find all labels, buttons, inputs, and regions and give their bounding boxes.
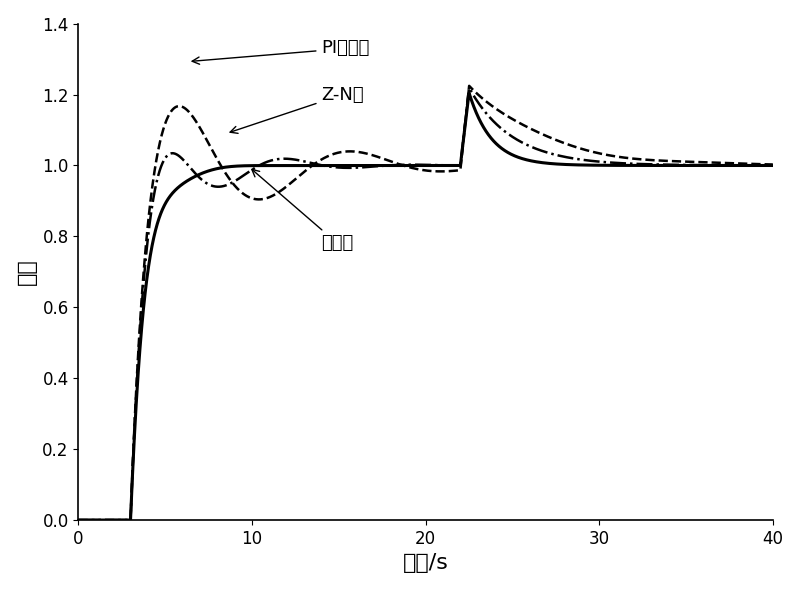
Text: PI控制器: PI控制器 bbox=[192, 40, 370, 64]
Text: 本方法: 本方法 bbox=[252, 169, 354, 253]
X-axis label: 时间/s: 时间/s bbox=[402, 553, 449, 573]
Text: Z-N法: Z-N法 bbox=[230, 86, 364, 133]
Y-axis label: 响应: 响应 bbox=[17, 258, 37, 285]
